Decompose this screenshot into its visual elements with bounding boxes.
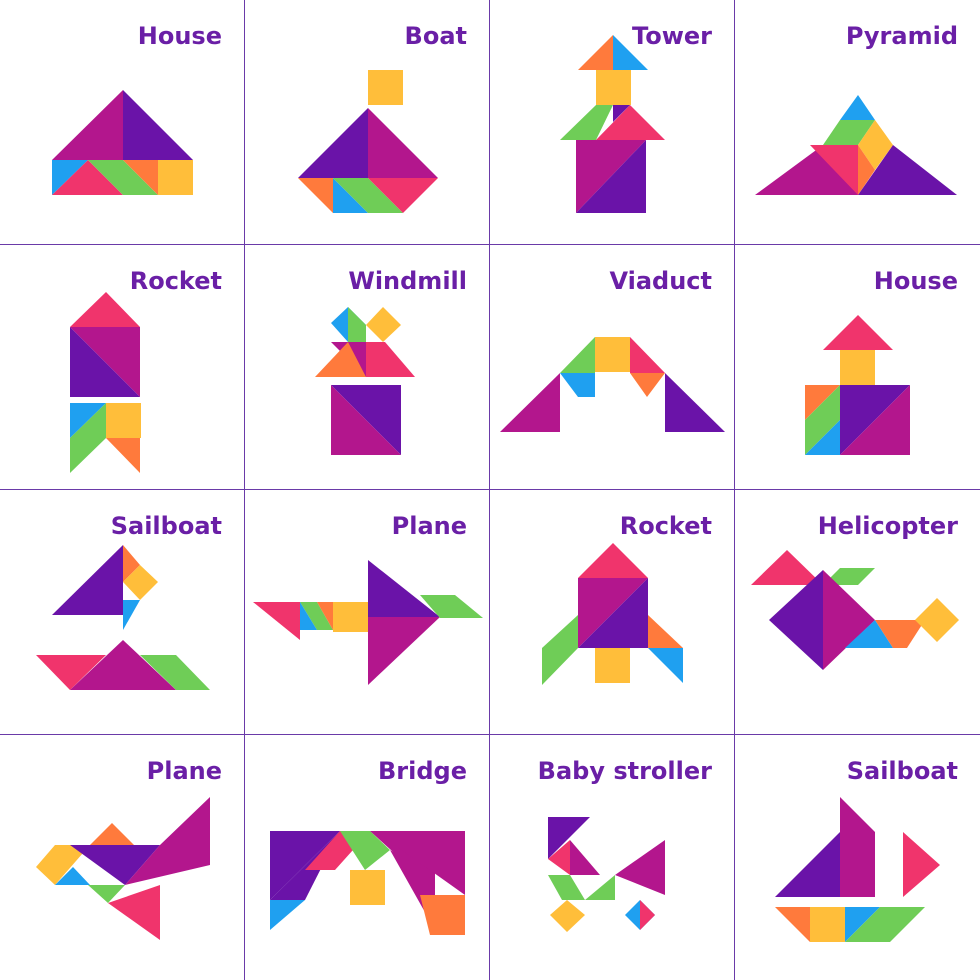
card-tower: Tower: [490, 0, 735, 245]
card-sailboat-2: Sailboat: [735, 735, 980, 980]
card-helicopter: Helicopter: [735, 490, 980, 735]
card-title: Boat: [404, 22, 467, 50]
card-rocket-1: Rocket: [0, 245, 245, 490]
baby-stroller-figure: [548, 817, 665, 932]
viaduct-figure: [500, 337, 725, 432]
card-title: Rocket: [619, 512, 712, 540]
bridge-figure: [270, 831, 465, 935]
boat-figure: [298, 70, 438, 213]
card-bridge: Bridge: [245, 735, 490, 980]
rocket-2-figure: [542, 543, 683, 685]
house-2-figure: [805, 315, 910, 455]
house-1-figure: [52, 90, 193, 195]
card-plane-1: Plane: [245, 490, 490, 735]
sailboat-1-figure: [36, 545, 210, 690]
card-house-2: House: [735, 245, 980, 490]
card-title: Plane: [146, 757, 222, 785]
pyramid-figure: [755, 95, 957, 195]
sailboat-2-figure: [775, 797, 940, 942]
card-title: House: [873, 267, 958, 295]
windmill-figure: [315, 307, 415, 455]
card-title: Plane: [391, 512, 467, 540]
card-title: Rocket: [129, 267, 222, 295]
card-title: Baby stroller: [537, 757, 712, 785]
card-title: Sailboat: [110, 512, 222, 540]
card-title: Pyramid: [845, 22, 958, 50]
card-rocket-2: Rocket: [490, 490, 735, 735]
card-title: Viaduct: [609, 267, 712, 295]
card-title: Tower: [632, 22, 712, 50]
card-baby-stroller: Baby stroller: [490, 735, 735, 980]
card-pyramid: Pyramid: [735, 0, 980, 245]
card-title: Windmill: [348, 267, 467, 295]
card-boat: Boat: [245, 0, 490, 245]
card-title: House: [137, 22, 222, 50]
plane-2-figure: [36, 797, 210, 940]
card-title: Bridge: [378, 757, 467, 785]
helicopter-figure: [751, 550, 959, 670]
card-viaduct: Viaduct: [490, 245, 735, 490]
card-windmill: Windmill: [245, 245, 490, 490]
plane-1-figure: [253, 560, 483, 685]
card-title: Helicopter: [817, 512, 958, 540]
tower-figure: [560, 35, 665, 213]
rocket-1-figure: [70, 292, 141, 473]
card-house-1: House: [0, 0, 245, 245]
card-title: Sailboat: [846, 757, 958, 785]
card-sailboat-1: Sailboat: [0, 490, 245, 735]
card-plane-2: Plane: [0, 735, 245, 980]
